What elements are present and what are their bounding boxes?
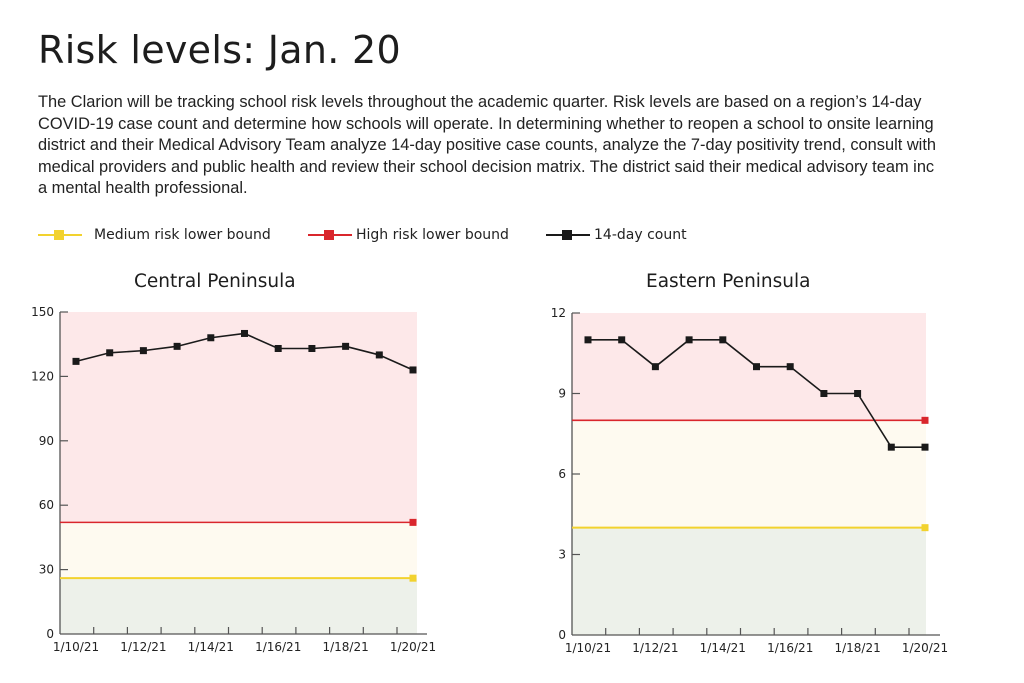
intro-line: district and their Medical Advisory Team… [38, 136, 936, 154]
count-data-point [887, 443, 895, 451]
high-risk-bound-marker [921, 416, 929, 424]
chart-title-eastern: Eastern Peninsula [646, 271, 811, 292]
intro-line: medical providers and public health and … [38, 157, 935, 176]
high-risk-bound-marker [409, 518, 417, 526]
page-title: Risk levels: Jan. 20 [38, 28, 401, 72]
count-data-point [584, 336, 592, 344]
intro-line: a mental health professional. [38, 179, 248, 197]
legend-item-count: 14-day count [546, 226, 687, 244]
x-tick-label: 1/12/21 [632, 641, 678, 655]
x-tick-label: 1/20/21 [390, 640, 436, 654]
x-tick-label: 1/10/21 [565, 641, 611, 655]
y-tick-label: 0 [46, 627, 54, 641]
legend-item-high: High risk lower bound [308, 226, 509, 244]
low-risk-zone [572, 527, 926, 635]
count-data-point [207, 334, 215, 342]
y-tick-label: 6 [558, 467, 566, 481]
legend-label: High risk lower bound [356, 227, 509, 243]
y-tick-label: 12 [551, 306, 566, 320]
count-data-point [921, 443, 929, 451]
x-tick-label: 1/20/21 [902, 641, 948, 655]
count-data-point [753, 363, 760, 371]
count-data-point [139, 347, 147, 355]
y-tick-label: 9 [558, 387, 566, 401]
x-tick-label: 1/12/21 [120, 640, 166, 654]
x-tick-label: 1/14/21 [188, 640, 234, 654]
y-tick-label: 3 [558, 548, 566, 562]
medium-risk-bound-marker [921, 524, 929, 532]
count-data-point [308, 344, 316, 352]
count-data-point [241, 329, 248, 337]
count-data-point [72, 357, 80, 365]
count-data-point [854, 390, 862, 397]
x-tick-label: 1/18/21 [834, 641, 880, 655]
x-tick-label: 1/10/21 [53, 640, 99, 654]
y-tick-label: 60 [39, 498, 54, 512]
high-risk-zone [572, 313, 926, 421]
count-data-point [685, 336, 693, 344]
high-risk-zone [60, 312, 417, 523]
intro-paragraph: The Clarion will be tracking school risk… [38, 92, 1024, 200]
x-tick-label: 1/16/21 [767, 641, 813, 655]
medium-risk-zone [60, 522, 417, 579]
count-data-point [375, 351, 383, 359]
legend-swatch-medium-icon [38, 226, 82, 244]
count-data-point [820, 390, 828, 397]
y-tick-label: 150 [31, 305, 54, 319]
x-tick-label: 1/14/21 [700, 641, 746, 655]
count-data-point [106, 349, 114, 357]
count-data-point [618, 336, 626, 344]
count-data-point [786, 363, 794, 371]
x-tick-label: 1/16/21 [255, 640, 301, 654]
count-data-point [719, 336, 727, 344]
legend-label: 14-day count [594, 227, 687, 243]
count-data-point [342, 342, 350, 350]
low-risk-zone [60, 578, 417, 634]
legend-swatch-high-icon [308, 226, 352, 244]
legend-swatch-count-icon [546, 226, 590, 244]
legend-item-medium: Medium risk lower bound [38, 226, 271, 244]
y-tick-label: 90 [39, 434, 54, 448]
x-tick-label: 1/18/21 [322, 640, 368, 654]
count-data-point [651, 363, 659, 371]
y-tick-label: 0 [558, 628, 566, 642]
y-tick-label: 120 [31, 369, 54, 383]
count-data-point [274, 344, 282, 352]
count-data-point [409, 366, 417, 374]
count-data-point [173, 342, 181, 350]
medium-risk-zone [572, 420, 926, 528]
intro-line: The Clarion will be tracking school risk… [38, 93, 922, 111]
intro-line: COVID-19 case count and determine how sc… [38, 114, 934, 133]
chart-title-central: Central Peninsula [134, 271, 296, 292]
medium-risk-bound-marker [409, 574, 417, 582]
legend-label: Medium risk lower bound [94, 227, 271, 243]
y-tick-label: 30 [39, 563, 54, 577]
